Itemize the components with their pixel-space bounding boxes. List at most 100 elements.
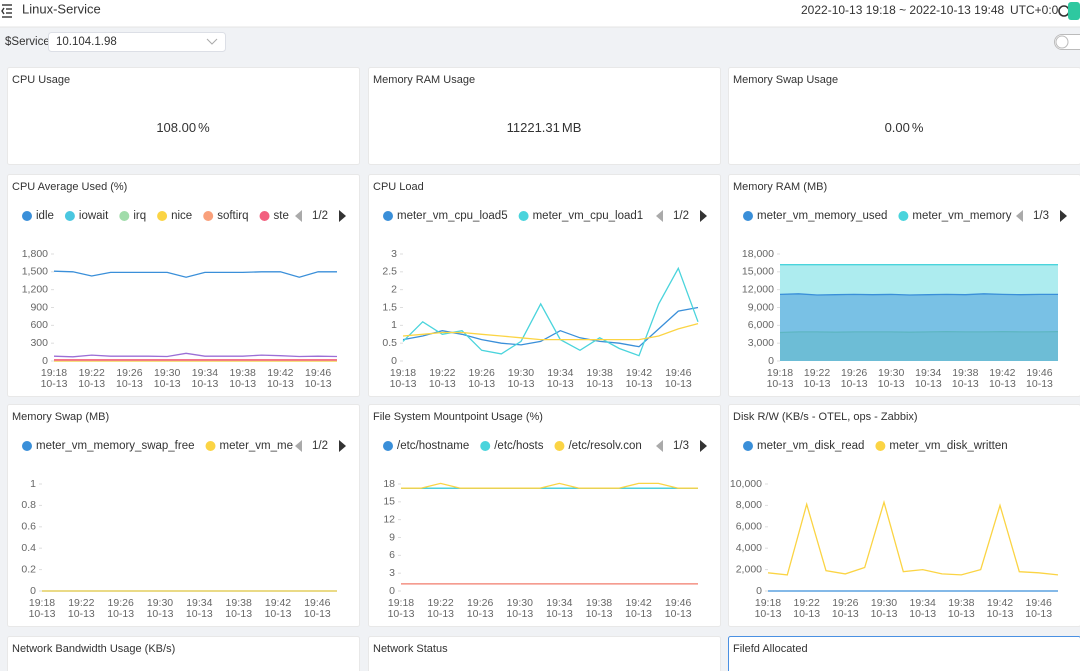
variable-value: 10.104.1.98	[56, 36, 117, 48]
legend-marker	[22, 441, 32, 451]
y-tick-label: 9,000	[748, 301, 774, 313]
legend-marker	[875, 441, 886, 451]
panel-bg	[7, 67, 360, 165]
legend-marker	[119, 211, 130, 221]
legend-next[interactable]	[700, 210, 707, 222]
panels: CPU Usage 108.00 % Memory RAM Usage 11221.31…	[7, 67, 1080, 671]
x-tick-date: 10-13	[78, 378, 105, 390]
x-tick-label: 19:26	[116, 367, 142, 379]
legend-next[interactable]	[339, 210, 346, 222]
legend-marker	[898, 211, 909, 221]
y-tick-label: 1	[30, 478, 36, 490]
panel-bg	[368, 636, 721, 671]
x-tick-date: 10-13	[665, 378, 692, 390]
legend-prev[interactable]	[295, 440, 302, 452]
chart-panel: Disk R/W (KB/s - OTEL, ops - Zabbix) mete…	[728, 404, 1080, 627]
x-tick-date: 10-13	[755, 608, 782, 620]
legend-label: meter_vm_memory	[912, 210, 1011, 222]
legend-marker	[743, 441, 753, 451]
x-tick-label: 19:38	[952, 367, 978, 379]
panel-title: Filefd Allocated	[733, 643, 808, 655]
line	[779, 293, 1058, 296]
x-tick-label: 19:34	[186, 597, 212, 609]
chart-panel: CPU Load meter_vm_cpu_load5 meter_vm_cpu_l…	[368, 174, 721, 397]
panel-title: Memory RAM (MB)	[733, 181, 827, 193]
x-tick-date: 10-13	[225, 608, 252, 620]
x-tick-date: 10-13	[909, 608, 936, 620]
y-tick-label: 0	[389, 585, 395, 597]
legend-label: meter_vm_cpu_load1	[533, 210, 644, 222]
time-range[interactable]: 2022-10-13 19:18 ~ 2022-10-13 19:48	[801, 3, 1004, 17]
legend-next[interactable]	[1060, 210, 1067, 222]
x-tick-date: 10-13	[154, 378, 181, 390]
panel-bg	[728, 636, 1080, 671]
panel-bg	[7, 636, 360, 671]
legend-marker	[157, 211, 168, 221]
x-tick-date: 10-13	[390, 378, 417, 390]
panel-bg	[728, 404, 1080, 627]
x-tick-label: 19:18	[755, 597, 781, 609]
legend-label: meter_vm_cpu_load5	[397, 210, 508, 222]
x-tick-label: 19:18	[29, 597, 55, 609]
legend-next[interactable]	[700, 440, 707, 452]
legend-marker	[203, 211, 214, 221]
panel-title: Memory Swap (MB)	[12, 411, 109, 423]
y-tick-label: 2	[391, 283, 397, 295]
y-tick-label: 6	[389, 549, 395, 561]
x-tick-date: 10-13	[546, 608, 573, 620]
y-tick-label: 900	[30, 301, 48, 313]
x-tick-label: 19:30	[878, 367, 904, 379]
y-tick-label: 0.8	[21, 499, 36, 511]
x-tick-date: 10-13	[265, 608, 292, 620]
y-tick-label: 0.4	[21, 542, 36, 554]
x-tick-date: 10-13	[915, 378, 942, 390]
x-tick-date: 10-13	[952, 378, 979, 390]
x-tick-date: 10-13	[871, 608, 898, 620]
legend-prev[interactable]	[295, 210, 302, 222]
x-tick-label: 19:42	[989, 367, 1015, 379]
y-tick-label: 10,000	[730, 478, 762, 490]
x-tick-date: 10-13	[468, 378, 495, 390]
x-tick-label: 19:26	[469, 367, 495, 379]
x-tick-label: 19:18	[41, 367, 67, 379]
area	[780, 264, 1058, 361]
select-arrow	[206, 38, 218, 45]
x-tick-label: 19:34	[915, 367, 941, 379]
legend-prev[interactable]	[656, 440, 663, 452]
menu-icon[interactable]	[1, 4, 12, 18]
y-tick-label: 3,000	[748, 337, 774, 349]
x-tick-label: 19:26	[108, 597, 134, 609]
legend-prev[interactable]	[656, 210, 663, 222]
legend-marker	[518, 211, 529, 221]
timezone[interactable]: UTC+0:0	[1010, 3, 1059, 17]
y-tick-label: 1,500	[22, 266, 48, 278]
legend-page: 1/3	[1033, 210, 1049, 222]
legend-prev[interactable]	[1016, 210, 1023, 222]
y-tick-label: 0	[30, 585, 36, 597]
x-tick-label: 19:42	[267, 367, 293, 379]
legend-label: iowait	[79, 210, 109, 222]
legend-label: ste	[274, 210, 289, 222]
area	[780, 331, 1058, 361]
stat-panel: Memory Swap Usage 0.00%	[728, 67, 1080, 165]
x-tick-label: 19:46	[665, 597, 691, 609]
panel-title: Disk R/W (KB/s - OTEL, ops - Zabbix)	[733, 411, 918, 423]
chart-panel: File System Mountpoint Usage (%) /etc/hos…	[368, 404, 721, 627]
panel-bg	[728, 174, 1080, 397]
x-tick-date: 10-13	[147, 608, 174, 620]
panel-title: File System Mountpoint Usage (%)	[373, 411, 543, 423]
x-tick-label: 19:26	[841, 367, 867, 379]
x-tick-label: 19:46	[1026, 597, 1052, 609]
x-tick-date: 10-13	[229, 378, 256, 390]
legend-page: 1/2	[312, 440, 328, 452]
x-tick-date: 10-13	[626, 378, 653, 390]
legend-label: meter_vm_disk_written	[889, 440, 1007, 452]
variable-select[interactable]	[48, 32, 226, 52]
legend-label: /etc/resolv.con	[568, 440, 641, 452]
legend-next[interactable]	[339, 440, 346, 452]
x-tick-label: 19:38	[948, 597, 974, 609]
chart-panel: Memory Swap (MB) meter_vm_memory_swap_fre…	[7, 404, 360, 627]
line	[767, 499, 1059, 576]
x-tick-label: 19:42	[987, 597, 1013, 609]
